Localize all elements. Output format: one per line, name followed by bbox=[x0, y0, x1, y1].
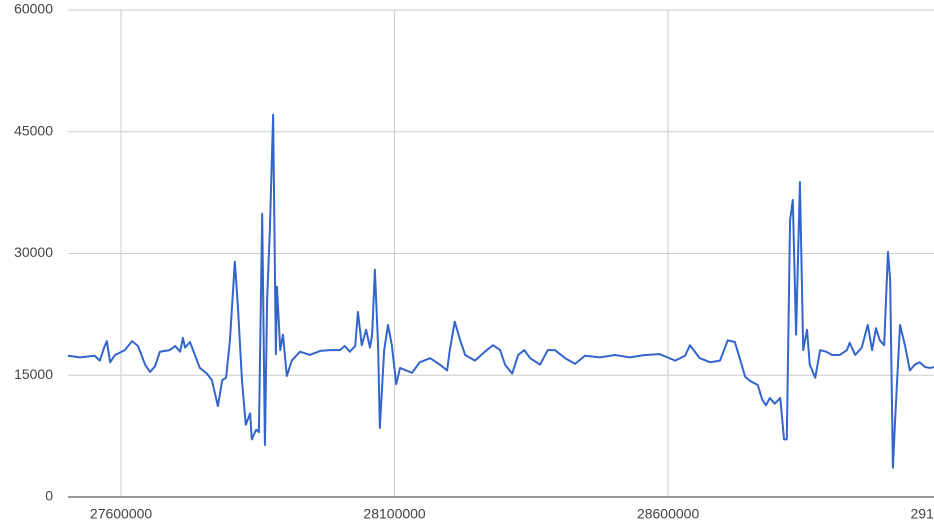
y-tick-label: 30000 bbox=[14, 244, 53, 260]
y-tick-label: 0 bbox=[45, 488, 53, 504]
line-series bbox=[67, 113, 934, 469]
x-tick-label: 27600000 bbox=[90, 506, 153, 522]
y-tick-label: 45000 bbox=[14, 122, 53, 138]
x-tick-label: 28600000 bbox=[637, 506, 700, 522]
x-tick-label: 29100000 bbox=[910, 506, 934, 522]
y-tick-label: 15000 bbox=[14, 366, 53, 382]
x-tick-label: 28100000 bbox=[363, 506, 426, 522]
y-tick-label: 60000 bbox=[14, 1, 53, 17]
